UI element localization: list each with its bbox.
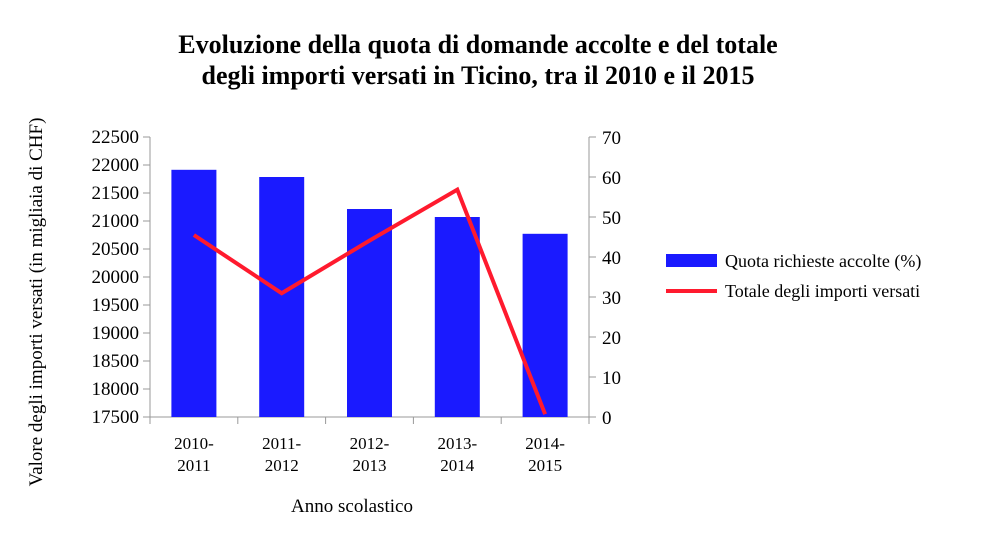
left-tick-label: 17500 [92, 407, 140, 428]
chart-title-line-2: degli importi versati in Ticino, tra il … [202, 61, 755, 90]
line-series [192, 186, 547, 415]
y-axis-label: Valore degli importi versati (in migliai… [26, 118, 47, 487]
x-tick-label: 2015 [528, 456, 562, 475]
right-tick-label: 30 [602, 288, 621, 309]
x-tick-label: 2014- [525, 434, 565, 453]
x-tick-label: 2013 [353, 456, 387, 475]
bar [259, 177, 305, 417]
left-tick-label: 20500 [92, 239, 140, 260]
x-tick-label: 2014 [440, 456, 475, 475]
bar [347, 209, 392, 417]
left-tick-label: 19000 [92, 323, 140, 344]
plot-area: 1750018000185001900019500200002050021000… [92, 127, 622, 475]
right-tick-label: 40 [602, 248, 621, 269]
bar [522, 233, 568, 417]
right-tick-label: 60 [602, 168, 621, 189]
left-tick-label: 18500 [92, 351, 140, 372]
chart-title: Evoluzione della quota di domande accolt… [178, 30, 777, 90]
x-tick-label: 2012 [265, 456, 299, 475]
right-tick-label: 70 [602, 128, 621, 149]
right-tick-label: 10 [602, 368, 621, 389]
bar [171, 169, 217, 417]
left-tick-label: 19500 [92, 295, 140, 316]
legend-label-bars: Quota richieste accolte (%) [725, 251, 921, 272]
x-tick-label: 2011 [177, 456, 210, 475]
x-tick-label: 2010- [174, 434, 214, 453]
x-tick-label: 2012- [350, 434, 390, 453]
left-tick-label: 21000 [92, 211, 140, 232]
right-tick-label: 50 [602, 208, 621, 229]
legend-swatch-bars [666, 254, 717, 267]
left-tick-label: 20000 [92, 267, 140, 288]
right-tick-label: 20 [602, 328, 621, 349]
x-axis-label: Anno scolastico [291, 496, 413, 517]
legend: Quota richieste accolte (%) Totale degli… [666, 251, 921, 301]
x-tick-label: 2013- [437, 434, 477, 453]
left-tick-label: 18000 [92, 379, 140, 400]
bar [434, 217, 480, 417]
x-tick-label: 2011- [262, 434, 301, 453]
left-tick-label: 22000 [92, 155, 140, 176]
left-tick-label: 21500 [92, 183, 140, 204]
right-tick-label: 0 [602, 408, 612, 429]
left-tick-label: 22500 [92, 127, 140, 148]
legend-label-line: Totale degli importi versati [725, 281, 920, 301]
chart-title-line-1: Evoluzione della quota di domande accolt… [178, 30, 777, 59]
